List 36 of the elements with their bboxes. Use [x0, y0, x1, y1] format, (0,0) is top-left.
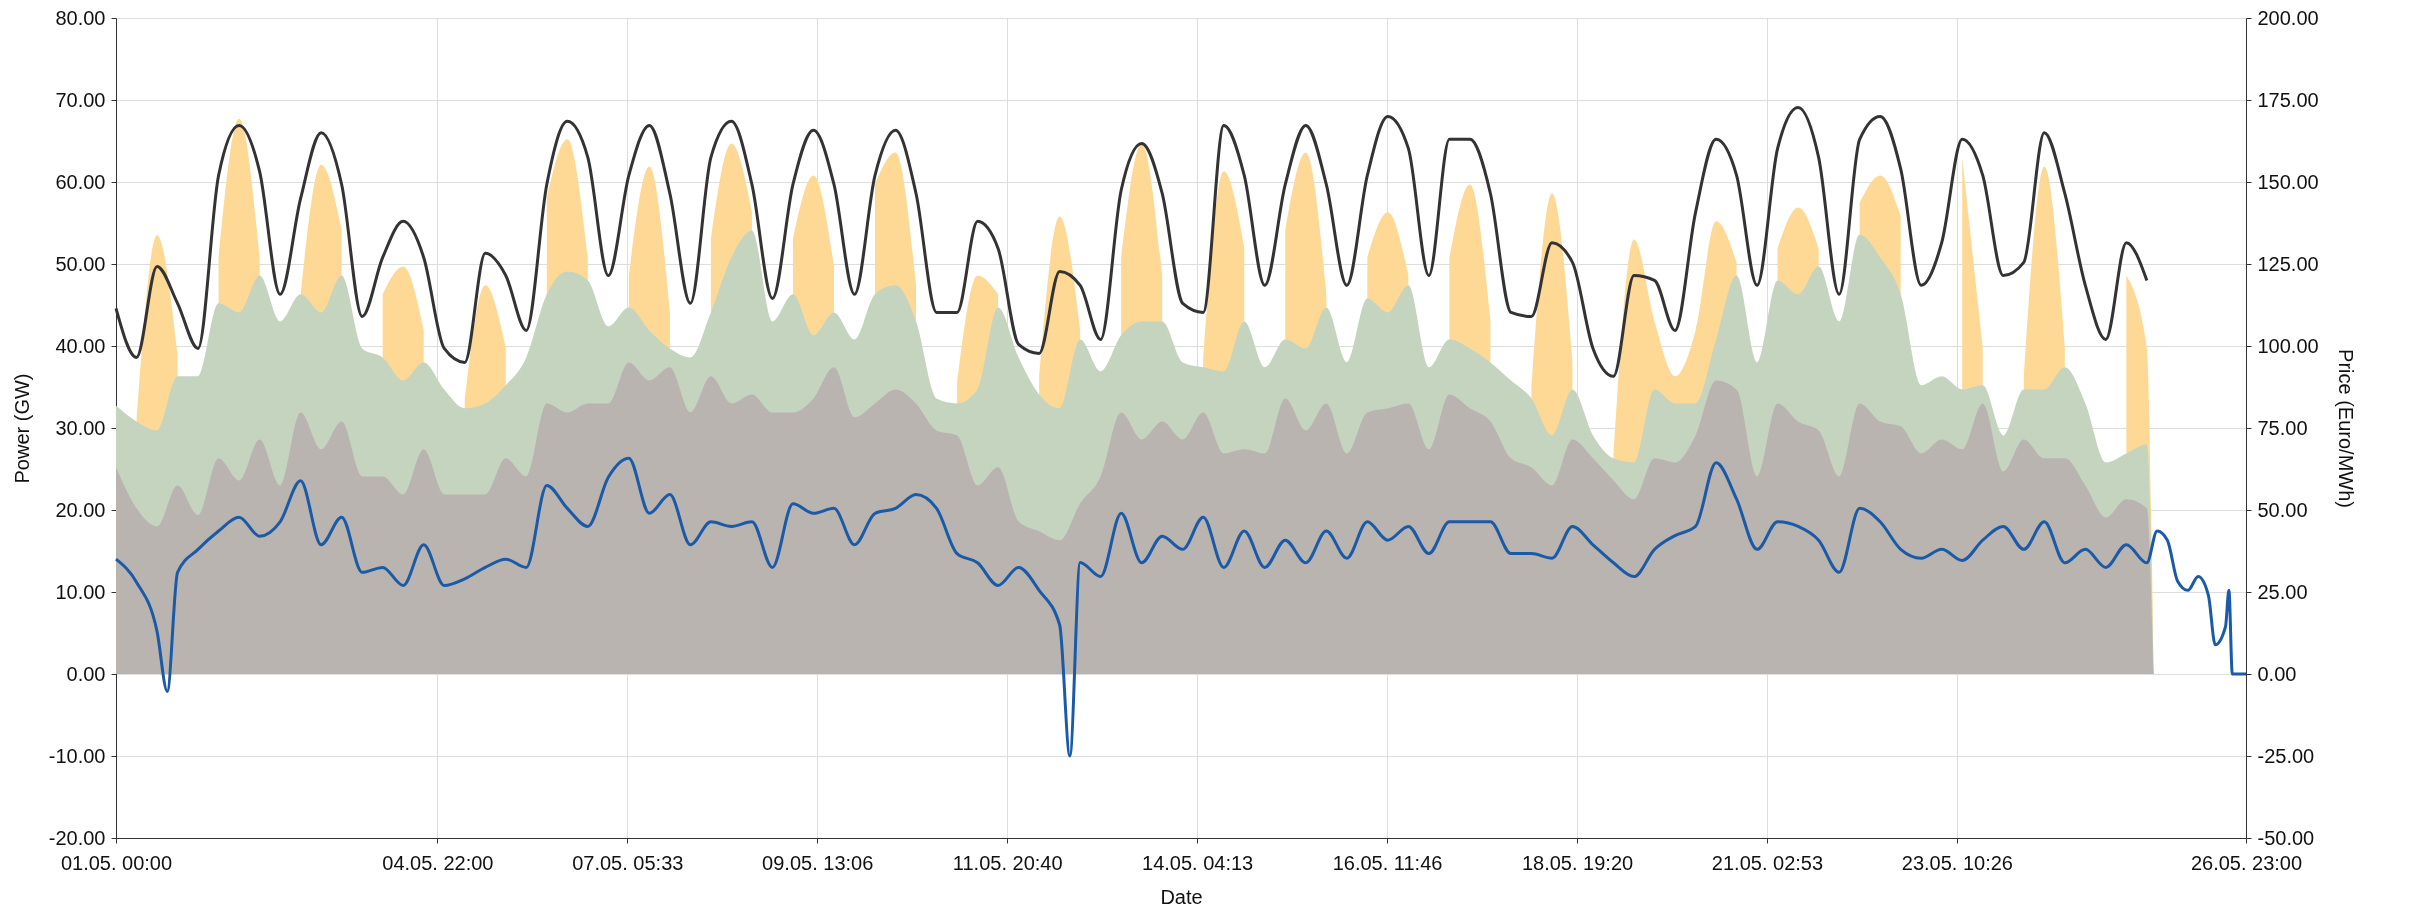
y-tick-label: -10.00 [48, 744, 106, 767]
x-tick-label: 11.05. 20:40 [952, 851, 1063, 874]
y-tick-label: -20.00 [48, 826, 106, 849]
y-tick-label: 0.00 [66, 662, 106, 685]
y2-tick-label: 200.00 [2257, 6, 2319, 29]
y-tick-label: 50.00 [55, 252, 106, 275]
x-tick-label: 09.05. 13:06 [762, 851, 874, 874]
x-tick-label: 16.05. 11:46 [1332, 851, 1443, 874]
y-axis-title: Power (GW) [10, 373, 33, 484]
x-axis-title: Date [1160, 885, 1203, 908]
x-tick-label: 07.05. 05:33 [572, 851, 684, 874]
x-tick-label: 01.05. 00:00 [60, 851, 173, 874]
x-tick-label: 14.05. 04:13 [1142, 851, 1254, 874]
y-tick-label: 30.00 [55, 416, 106, 439]
y2-tick-label: 125.00 [2257, 252, 2319, 275]
y-tick-label: 70.00 [55, 88, 106, 111]
y2-tick-label: 150.00 [2257, 170, 2319, 193]
x-tick-label: 04.05. 22:00 [382, 851, 494, 874]
y2-tick-label: -50.00 [2257, 826, 2315, 849]
y-tick-label: 20.00 [55, 498, 106, 521]
y2-tick-label: 0.00 [2257, 662, 2297, 685]
y-tick-label: 60.00 [55, 170, 106, 193]
y-tick-label: 80.00 [55, 6, 106, 29]
y2-tick-label: 175.00 [2257, 88, 2319, 111]
x-tick-label: 18.05. 19:20 [1521, 851, 1634, 874]
y2-tick-label: -25.00 [2257, 744, 2315, 767]
y2-tick-label: 25.00 [2257, 580, 2308, 603]
y2-tick-label: 50.00 [2257, 498, 2308, 521]
x-tick-label: 23.05. 10:26 [1901, 851, 2013, 874]
y2-tick-label: 75.00 [2257, 416, 2308, 439]
y2-tick-label: 100.00 [2257, 334, 2319, 357]
y2-axis-title: Price (Euro/MWh) [2334, 349, 2357, 508]
y-tick-label: 10.00 [55, 580, 106, 603]
y-tick-label: 40.00 [55, 334, 106, 357]
x-tick-label: 26.05. 23:00 [2190, 851, 2303, 874]
x-tick-label: 21.05. 02:53 [1711, 851, 1824, 874]
